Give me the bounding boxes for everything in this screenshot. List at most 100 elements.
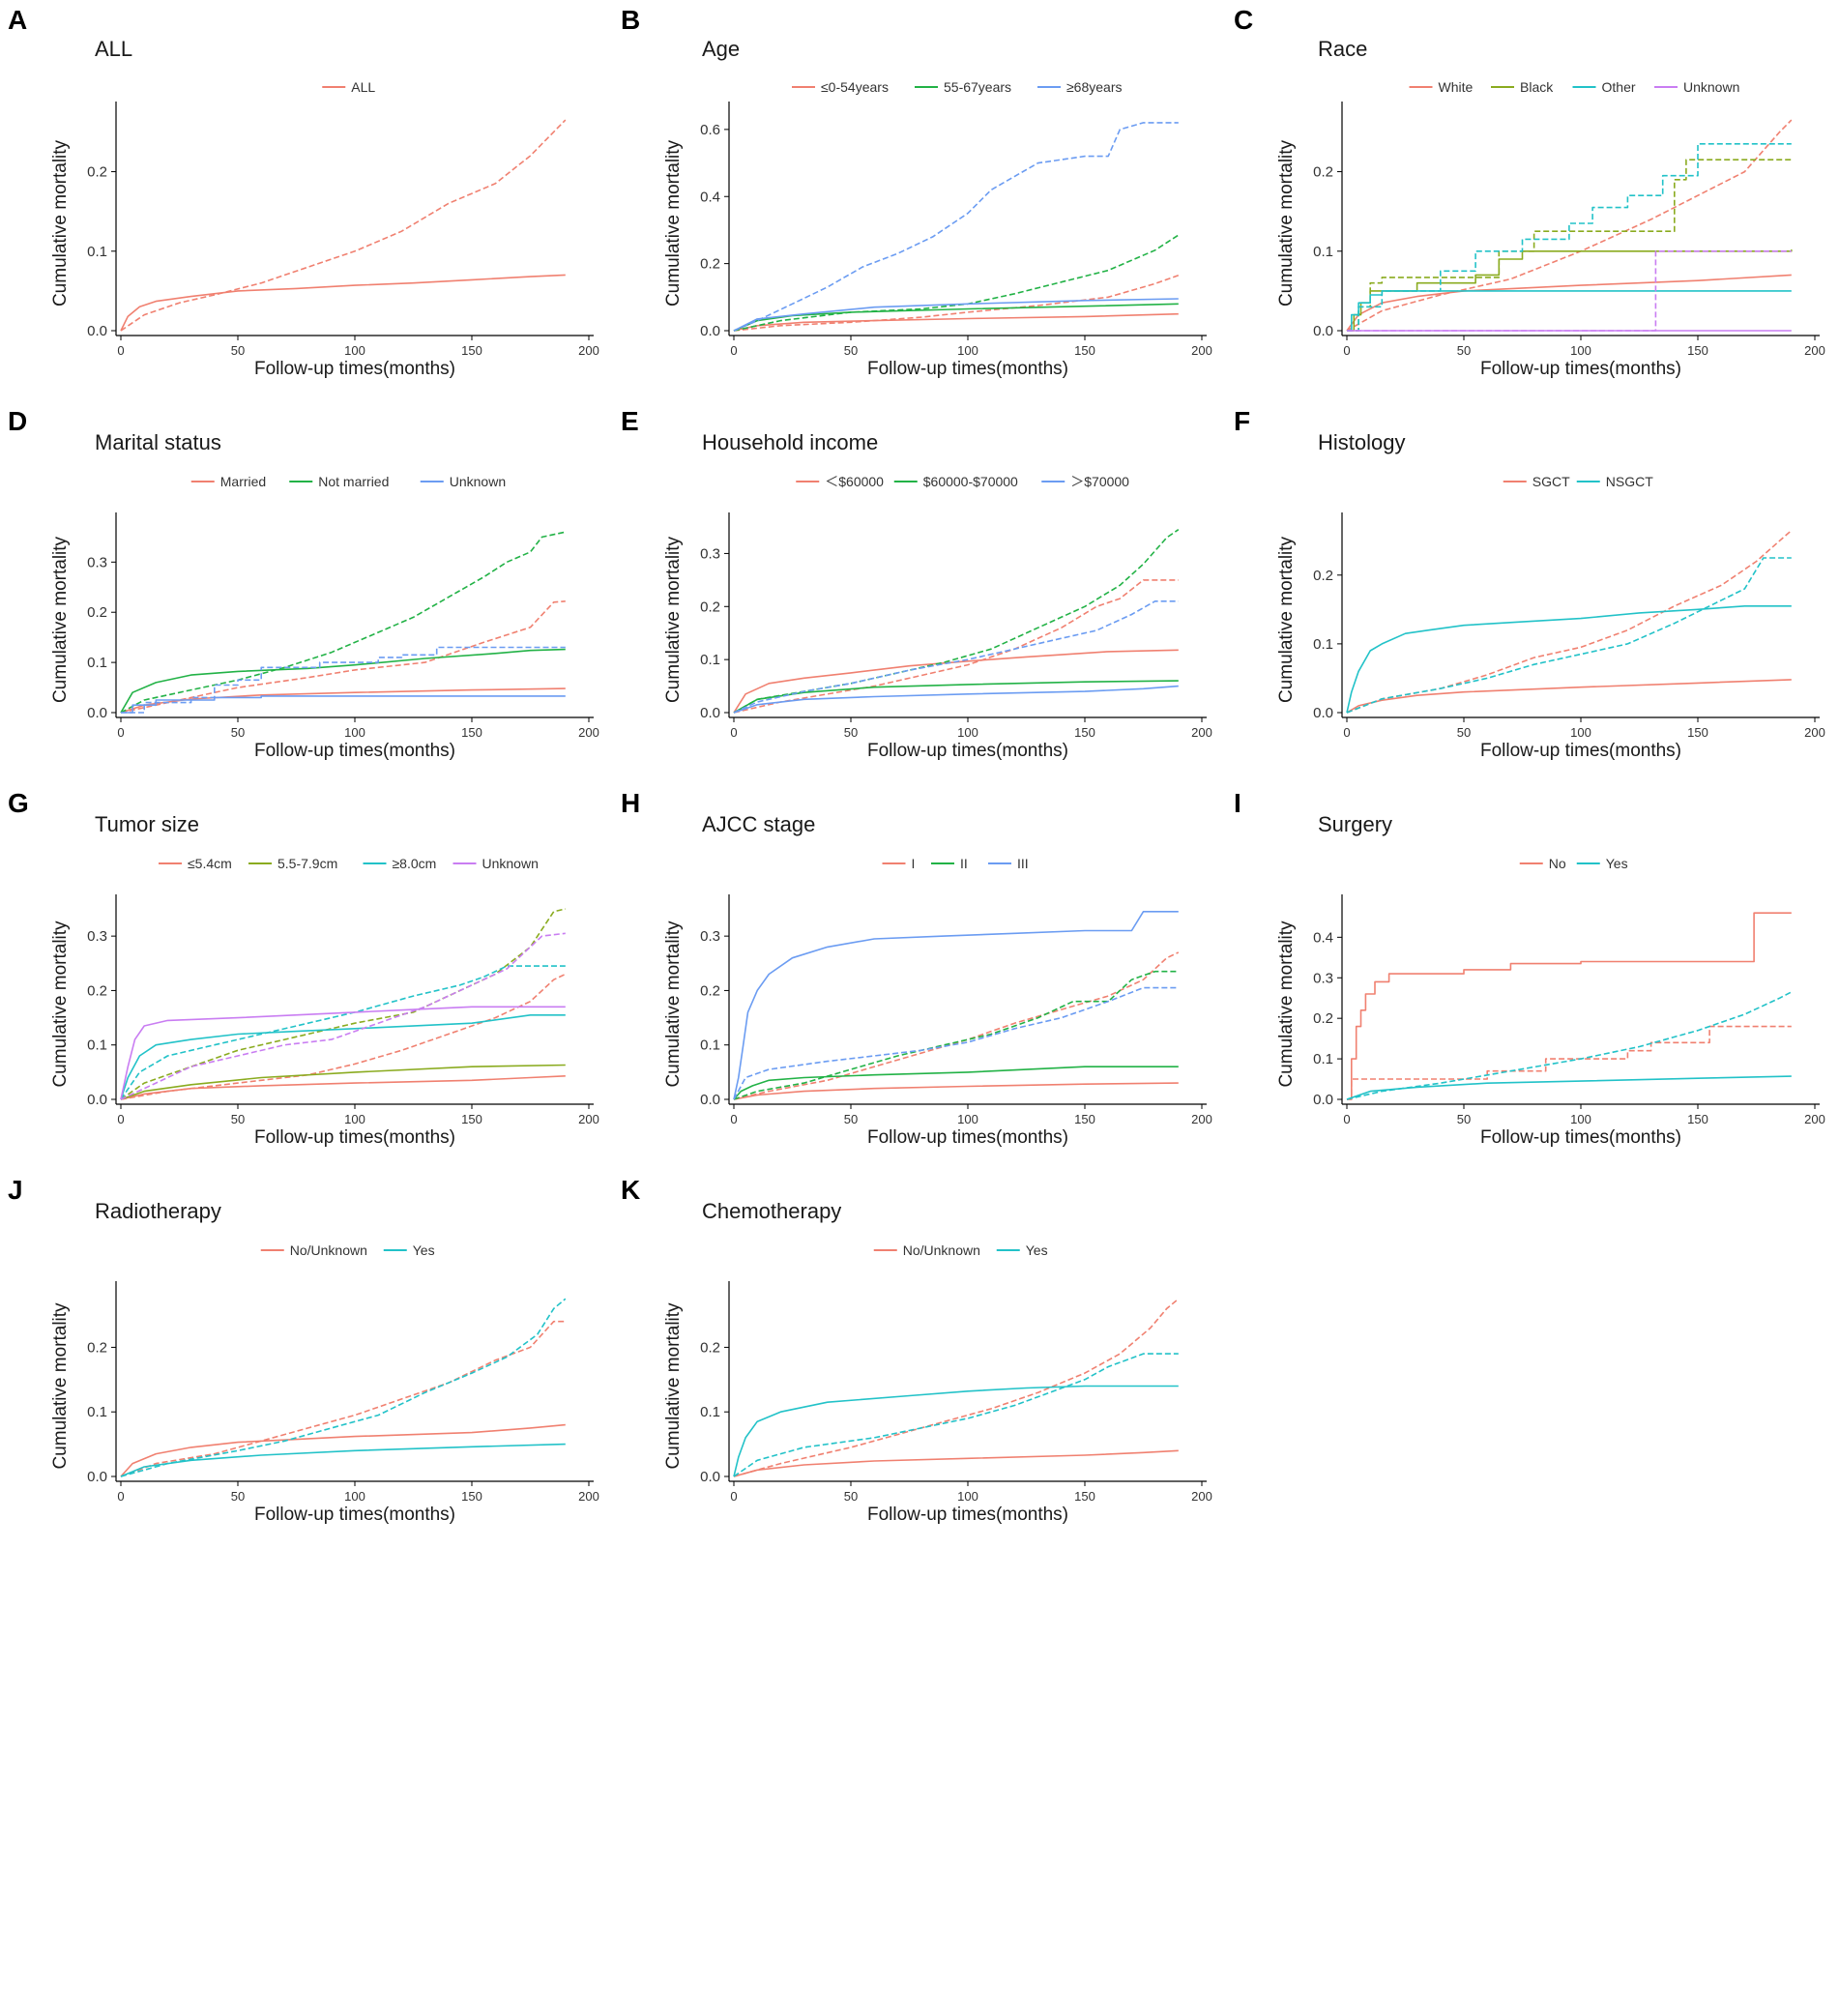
x-axis-label: Follow-up times(months) [254,741,455,761]
y-axis-label: Cumulative mortality [663,920,684,1088]
legend: ALL [322,79,375,95]
legend-label: Unknown [450,474,506,489]
series-line-i-solid [733,1082,1179,1100]
series-line-no-solid [1347,912,1792,1100]
y-tick-label: 0.0 [87,705,107,721]
x-tick-label: 150 [461,343,482,358]
x-axis-label: Follow-up times(months) [1480,741,1681,761]
series-line-black-solid [1347,249,1793,332]
series-line-yes-solid [733,1385,1179,1477]
x-tick-label: 100 [957,1112,978,1126]
legend-item: ≥68years [1037,79,1123,95]
x-tick-label: 100 [344,1112,365,1126]
legend-label: Married [220,474,266,489]
panels: A ALL ALL 0 50 100 150 200 0.0 0.1 0.2 Follow-up ti… [8,5,1825,1525]
series-line-no-unknown-solid [733,1449,1179,1477]
x-tick-label: 50 [844,1112,858,1126]
chart-title: AJCC stage [702,812,815,836]
legend-label: No/Unknown [290,1242,367,1258]
legend: SGCT NSGCT [1503,474,1653,489]
chart-title: Surgery [1318,812,1392,836]
y-tick-label: 0.2 [1313,568,1333,584]
x-tick-label: 50 [231,343,245,358]
series-line-68years-solid [733,298,1179,332]
x-tick-label: 150 [1687,343,1708,358]
y-tick-label: 0.0 [700,323,720,339]
series-line-iii-solid [733,911,1179,1100]
x-tick-label: 50 [1457,343,1471,358]
legend-label: Unknown [482,856,539,871]
y-axis-label: Cumulative mortality [663,139,684,307]
legend-label: Black [1520,79,1554,95]
series-line-unknown-solid [121,695,566,714]
panel-letter: E [621,406,639,436]
series-line-white-solid [1346,274,1792,332]
x-tick-label: 50 [1457,725,1471,740]
x-tick-label: 50 [844,725,858,740]
legend-label: Yes [413,1242,435,1258]
x-axis-label: Follow-up times(months) [867,359,1068,379]
y-tick-label: 0.2 [87,1339,107,1356]
panel-e: E Household income ＜$60000 $60000-$70000 ＞$7… [621,406,1212,761]
legend-label: Unknown [1683,79,1739,95]
series-line-sgct-solid [1346,679,1792,714]
chart-title: Race [1318,37,1367,61]
y-axis-label: Cumulative mortality [50,536,71,703]
x-tick-label: 0 [1343,1112,1350,1126]
legend-item: No/Unknown [260,1242,367,1258]
x-tick-label: 100 [1570,343,1591,358]
legend-label: ≤5.4cm [188,856,232,871]
y-tick-label: 0.2 [700,256,720,273]
panel-letter: B [621,5,640,35]
series-line-5-5-7-9cm-dashed [120,908,566,1100]
y-tick-label: 0.3 [87,928,107,945]
series-line-yes-dashed [120,1298,567,1477]
legend-item: ＜$60000 [796,474,884,489]
panel-letter: J [8,1175,23,1205]
chart-title: Tumor size [95,812,199,836]
x-tick-label: 200 [1191,343,1212,358]
y-tick-label: 0.3 [1313,970,1333,986]
y-axis-label: Cumulative mortality [50,920,71,1088]
panel-letter: D [8,406,27,436]
x-tick-label: 0 [117,1489,124,1504]
panel-letter: K [621,1175,640,1205]
x-tick-label: 150 [1074,1489,1095,1504]
x-tick-label: 200 [1191,1489,1212,1504]
series-line-other-dashed [1347,143,1792,332]
y-tick-label: 0.1 [87,1404,107,1420]
legend-item: Black [1491,79,1554,95]
legend-item: ≤0-54years [792,79,889,95]
series-line-unknown-solid [120,1006,566,1100]
panel-g: G Tumor size ≤5.4cm 5.5-7.9cm ≥8.0cm Unknown 0… [8,788,599,1148]
x-tick-label: 150 [1687,1112,1708,1126]
legend-item: Not married [289,474,389,489]
x-axis-label: Follow-up times(months) [1480,1127,1681,1148]
panel-letter: A [8,5,27,35]
series-line-8-0cm-solid [120,1014,566,1100]
legend: ≤0-54years 55-67years ≥68years [792,79,1123,95]
panel-c: C Race White Black Other Unknown 0 50 100 150 200 0… [1234,5,1825,379]
series-line-white-dashed [1346,119,1793,332]
series-line-0-54years-dashed [733,275,1180,332]
panel-i: I Surgery No Yes 0 50 100 150 200 0.0 0.1 0.2 0.3 0.4… [1234,788,1825,1148]
x-tick-label: 150 [461,725,482,740]
y-tick-label: 0.2 [1313,164,1333,181]
series-line-all-dashed [120,119,567,332]
y-tick-label: 0.0 [1313,1092,1333,1108]
x-tick-label: 100 [344,725,365,740]
series-line-68years-dashed [733,122,1179,332]
x-tick-label: 200 [578,725,599,740]
legend-item: Yes [1576,856,1628,871]
x-axis-label: Follow-up times(months) [254,359,455,379]
series-line-no-dashed [1347,1025,1792,1100]
y-axis-label: Cumulative mortality [1276,536,1297,703]
chart-title: Marital status [95,430,221,454]
legend: Married Not married Unknown [190,474,506,489]
legend-item: White [1409,79,1474,95]
y-tick-label: 0.2 [87,604,107,621]
x-tick-label: 0 [730,1112,737,1126]
x-tick-label: 100 [957,725,978,740]
y-tick-label: 0.0 [700,1469,720,1485]
